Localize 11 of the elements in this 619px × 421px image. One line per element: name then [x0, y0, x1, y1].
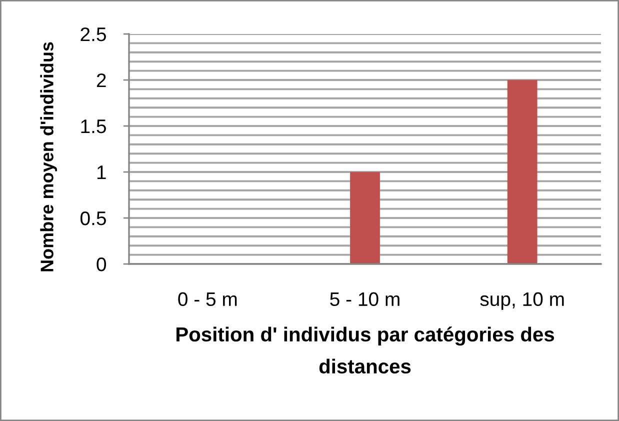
- y-tick-label: 2.5: [80, 27, 106, 42]
- y-tick-label: 0: [96, 257, 106, 272]
- x-tick-label: sup, 10 m: [480, 292, 564, 310]
- y-tick-label: 2: [96, 73, 106, 88]
- y-axis-title: Nombre moyen d'individus: [40, 42, 57, 272]
- y-tick-label: 0.5: [80, 211, 106, 226]
- y-tick-label: 1: [97, 166, 106, 180]
- x-tick-label: 5 - 10 m: [330, 292, 400, 306]
- y-tick-label: 1.5: [81, 120, 106, 134]
- x-tick-label: 0 - 5 m: [178, 292, 237, 306]
- x-axis-title: Position d' individus par catégories des distances: [176, 326, 554, 374]
